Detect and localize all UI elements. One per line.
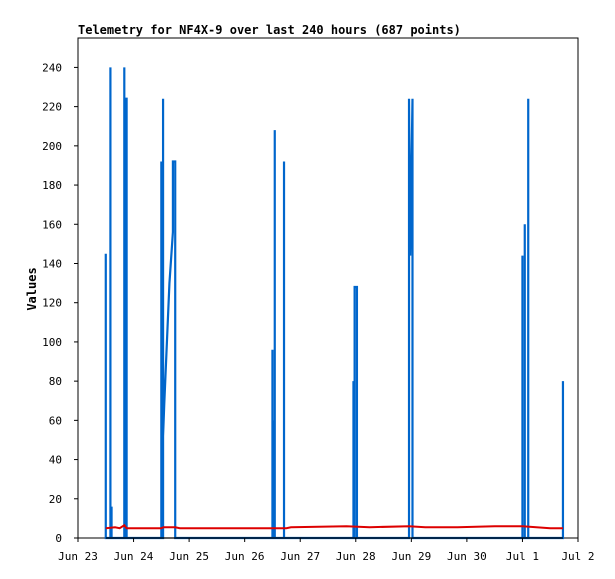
x-tick-label: Jun 24 <box>114 550 154 563</box>
x-axis: Jun 23 Jun 24 Jun 25 Jun 26 Jun 27 Jun 28 Jun … <box>58 538 595 563</box>
y-tick-label: 180 <box>42 179 62 192</box>
y-tick-label: 160 <box>42 218 62 231</box>
y-axis: 0 20 40 60 80 100 120 140 160 180 200 220 240 <box>42 61 78 545</box>
plot-area <box>77 37 579 539</box>
chart-title: Telemetry for NF4X-9 over last 240 hours… <box>78 23 461 37</box>
y-tick-label: 120 <box>42 297 62 310</box>
y-axis-label: Values <box>25 267 39 310</box>
x-tick-label: Jun 28 <box>336 550 376 563</box>
y-tick-label: 200 <box>42 140 62 153</box>
series-line-2 <box>105 523 563 530</box>
y-tick-label: 220 <box>42 101 62 114</box>
y-tick-label: 140 <box>42 257 62 270</box>
x-tick-label: Jun 23 <box>58 550 98 563</box>
y-tick-label: 20 <box>49 493 62 506</box>
y-tick-label: 40 <box>49 454 62 467</box>
x-tick-label: Jul 2 <box>561 550 594 563</box>
x-tick-label: Jun 26 <box>225 550 265 563</box>
series-layer <box>104 67 565 540</box>
x-tick-label: Jun 27 <box>280 550 320 563</box>
y-tick-label: 80 <box>49 375 62 388</box>
y-tick-label: 0 <box>55 532 62 545</box>
y-tick-label: 60 <box>49 414 62 427</box>
x-tick-label: Jul 1 <box>506 550 539 563</box>
y-tick-label: 240 <box>42 61 62 74</box>
x-tick-label: Jun 29 <box>391 550 431 563</box>
x-tick-label: Jun 30 <box>447 550 487 563</box>
x-tick-label: Jun 25 <box>169 550 209 563</box>
y-tick-label: 100 <box>42 336 62 349</box>
